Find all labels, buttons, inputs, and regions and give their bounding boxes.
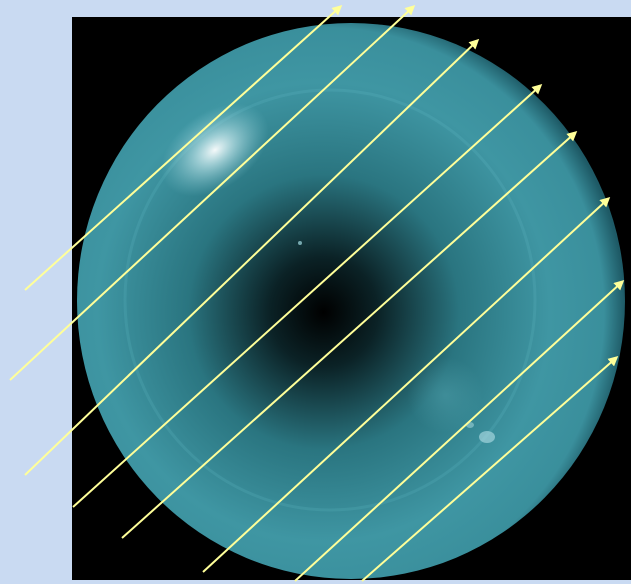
- ray-arrow-6: [202, 196, 611, 573]
- ray-arrow-3: [24, 38, 480, 476]
- planet-sphere: [77, 23, 625, 579]
- light-ray-arrows: [9, 4, 625, 582]
- ray-arrow-2: [9, 4, 416, 381]
- ray-arrow-7: [294, 279, 625, 582]
- ray-arrow-5: [121, 131, 578, 539]
- ray-arrow-8: [361, 356, 619, 582]
- ray-arrow-4: [72, 83, 543, 508]
- ray-arrow-1: [24, 4, 343, 291]
